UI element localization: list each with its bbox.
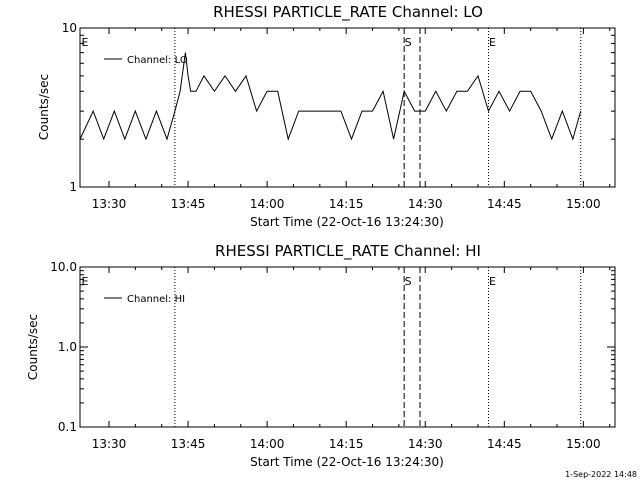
lo-y-tick-label: 10 bbox=[62, 21, 77, 35]
lo-y-tick-label: 1 bbox=[69, 180, 77, 194]
hi-e-marker: E bbox=[489, 275, 496, 288]
lo-x-axis: 13:30 13:45 14:00 14:15 14:30 14:45 15:00 bbox=[92, 28, 611, 211]
hi-chart-title: RHESSI PARTICLE_RATE Channel: HI bbox=[215, 242, 481, 261]
lo-x-tick-label: 14:00 bbox=[250, 197, 285, 211]
hi-y-axis: 0.1 1.0 10.0 bbox=[50, 260, 615, 434]
lo-left-e-marker: E bbox=[82, 36, 89, 49]
lo-y-axis-label: Counts/sec bbox=[37, 74, 51, 140]
hi-x-axis: 13:30 13:45 14:00 14:15 14:30 14:45 15:00 bbox=[92, 267, 611, 451]
hi-x-tick-label: 13:45 bbox=[171, 437, 206, 451]
lo-x-tick-label: 14:30 bbox=[408, 197, 443, 211]
lo-x-tick-label: 13:45 bbox=[171, 197, 206, 211]
lo-x-tick-label: 14:15 bbox=[329, 197, 364, 211]
hi-y-tick-label: 10.0 bbox=[50, 260, 77, 274]
lo-x-tick-label: 13:30 bbox=[92, 197, 127, 211]
hi-left-e-marker: E bbox=[82, 275, 89, 288]
lo-x-tick-label: 14:45 bbox=[487, 197, 522, 211]
lo-plot-frame bbox=[79, 27, 616, 188]
hi-y-tick-label: 0.1 bbox=[58, 420, 77, 434]
hi-x-tick-label: 15:00 bbox=[566, 437, 601, 451]
lo-x-axis-label: Start Time (22-Oct-16 13:24:30) bbox=[250, 215, 444, 229]
hi-x-axis-label: Start Time (22-Oct-16 13:24:30) bbox=[250, 455, 444, 469]
hi-x-tick-label: 14:00 bbox=[250, 437, 285, 451]
lo-y-axis: 1 10 bbox=[62, 21, 615, 194]
hi-x-tick-label: 14:45 bbox=[487, 437, 522, 451]
lo-legend-label: Channel: LO bbox=[127, 55, 188, 66]
lo-series-line bbox=[79, 52, 582, 141]
hi-y-axis-label: Counts/sec bbox=[26, 314, 40, 380]
hi-x-tick-label: 14:15 bbox=[329, 437, 364, 451]
lo-s-marker: S bbox=[405, 36, 412, 49]
hi-x-tick-label: 13:30 bbox=[92, 437, 127, 451]
hi-y-tick-label: 1.0 bbox=[58, 340, 77, 354]
lo-x-tick-label: 15:00 bbox=[566, 197, 601, 211]
generation-timestamp: 1-Sep-2022 14:48 bbox=[565, 470, 637, 479]
hi-legend-label: Channel: HI bbox=[127, 294, 185, 305]
lo-channel-panel: RHESSI PARTICLE_RATE Channel: LO 13:30 13… bbox=[37, 3, 616, 229]
hi-s-marker: S bbox=[405, 275, 412, 288]
hi-plot-frame bbox=[79, 266, 616, 428]
hi-channel-panel: RHESSI PARTICLE_RATE Channel: HI 13:30 13… bbox=[26, 242, 616, 469]
lo-e-marker: E bbox=[489, 36, 496, 49]
lo-chart-title: RHESSI PARTICLE_RATE Channel: LO bbox=[213, 3, 483, 22]
hi-x-tick-label: 14:30 bbox=[408, 437, 443, 451]
